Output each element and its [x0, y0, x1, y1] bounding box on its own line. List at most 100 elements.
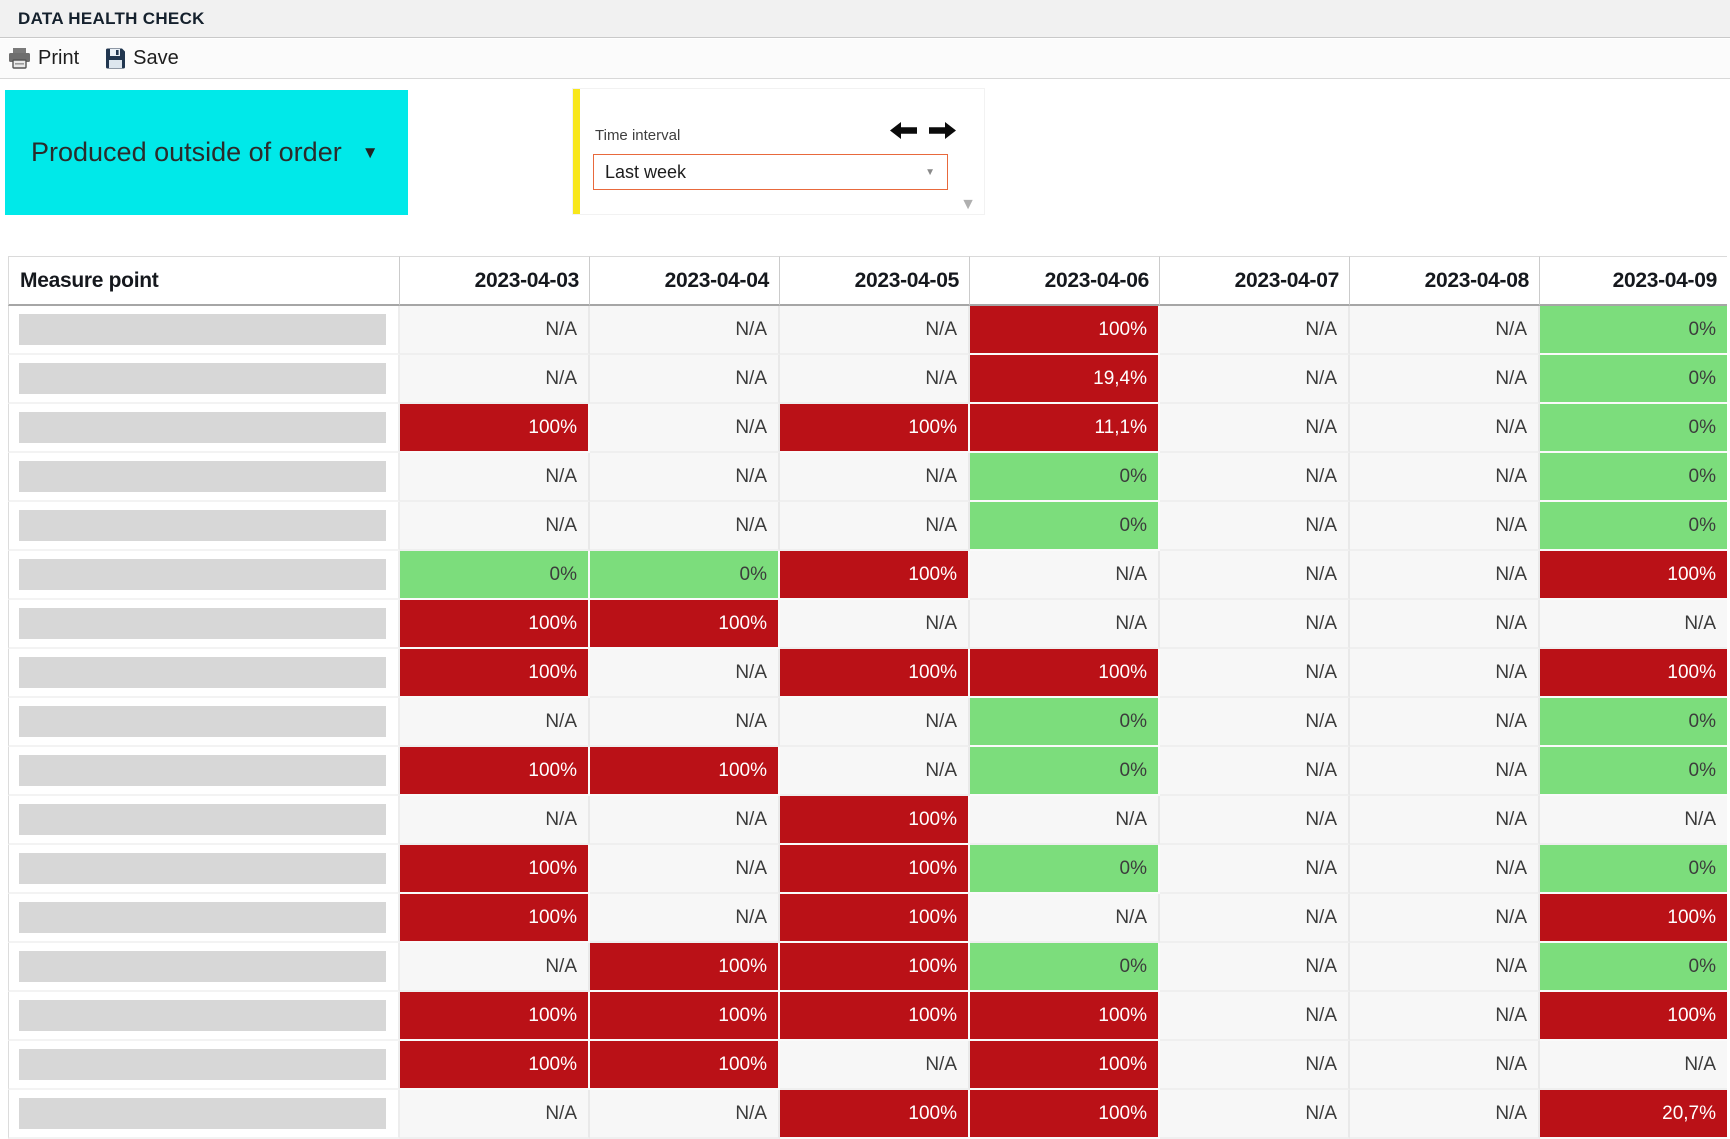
value-cell[interactable]: N/A — [400, 453, 590, 502]
value-cell[interactable]: 0% — [1540, 698, 1727, 747]
value-cell[interactable]: N/A — [780, 600, 970, 649]
next-interval-button[interactable] — [929, 122, 956, 144]
measure-point-cell[interactable] — [8, 698, 400, 747]
value-cell[interactable]: 100% — [400, 992, 590, 1041]
measure-dropdown[interactable]: Produced outside of order ▼ — [5, 90, 408, 215]
measure-point-cell[interactable] — [8, 747, 400, 796]
value-cell[interactable]: N/A — [1160, 747, 1350, 796]
value-cell[interactable]: 100% — [590, 600, 780, 649]
value-cell[interactable]: N/A — [1350, 649, 1540, 698]
value-cell[interactable]: N/A — [780, 306, 970, 355]
value-cell[interactable]: N/A — [1160, 306, 1350, 355]
value-cell[interactable]: 100% — [590, 1041, 780, 1090]
value-cell[interactable]: 100% — [780, 992, 970, 1041]
date-column-header[interactable]: 2023-04-07 — [1160, 256, 1350, 306]
measure-point-cell[interactable] — [8, 306, 400, 355]
value-cell[interactable]: N/A — [400, 306, 590, 355]
measure-point-cell[interactable] — [8, 355, 400, 404]
value-cell[interactable]: 100% — [400, 747, 590, 796]
value-cell[interactable]: 100% — [400, 1041, 590, 1090]
value-cell[interactable]: N/A — [1540, 600, 1727, 649]
value-cell[interactable]: 0% — [970, 502, 1160, 551]
value-cell[interactable]: 0% — [1540, 502, 1727, 551]
measure-point-cell[interactable] — [8, 551, 400, 600]
measure-point-cell[interactable] — [8, 992, 400, 1041]
measure-point-cell[interactable] — [8, 845, 400, 894]
value-cell[interactable]: N/A — [1540, 796, 1727, 845]
value-cell[interactable]: N/A — [1350, 600, 1540, 649]
value-cell[interactable]: N/A — [590, 404, 780, 453]
value-cell[interactable]: N/A — [1350, 894, 1540, 943]
value-cell[interactable]: N/A — [1160, 404, 1350, 453]
value-cell[interactable]: 100% — [970, 649, 1160, 698]
value-cell[interactable]: N/A — [1540, 1041, 1727, 1090]
value-cell[interactable]: 100% — [780, 894, 970, 943]
value-cell[interactable]: N/A — [1350, 796, 1540, 845]
value-cell[interactable]: N/A — [780, 453, 970, 502]
value-cell[interactable]: N/A — [590, 306, 780, 355]
value-cell[interactable]: N/A — [970, 600, 1160, 649]
value-cell[interactable]: 0% — [400, 551, 590, 600]
value-cell[interactable]: 100% — [780, 845, 970, 894]
value-cell[interactable]: N/A — [1160, 600, 1350, 649]
value-cell[interactable]: N/A — [1350, 992, 1540, 1041]
value-cell[interactable]: N/A — [780, 747, 970, 796]
value-cell[interactable]: N/A — [1160, 1041, 1350, 1090]
value-cell[interactable]: N/A — [1160, 355, 1350, 404]
value-cell[interactable]: N/A — [1350, 502, 1540, 551]
value-cell[interactable]: 0% — [970, 453, 1160, 502]
value-cell[interactable]: 0% — [970, 698, 1160, 747]
save-button[interactable]: Save — [105, 47, 179, 70]
value-cell[interactable]: N/A — [1160, 453, 1350, 502]
print-button[interactable]: Print — [8, 47, 79, 70]
value-cell[interactable]: N/A — [970, 894, 1160, 943]
value-cell[interactable]: 20,7% — [1540, 1090, 1727, 1139]
value-cell[interactable]: N/A — [780, 698, 970, 747]
value-cell[interactable]: 0% — [970, 747, 1160, 796]
value-cell[interactable]: 100% — [400, 894, 590, 943]
measure-point-cell[interactable] — [8, 453, 400, 502]
value-cell[interactable]: 100% — [780, 1090, 970, 1139]
value-cell[interactable]: N/A — [1160, 1090, 1350, 1139]
value-cell[interactable]: 100% — [590, 747, 780, 796]
measure-point-cell[interactable] — [8, 1041, 400, 1090]
value-cell[interactable]: N/A — [590, 502, 780, 551]
value-cell[interactable]: N/A — [1160, 698, 1350, 747]
value-cell[interactable]: N/A — [1350, 404, 1540, 453]
value-cell[interactable]: 0% — [1540, 943, 1727, 992]
value-cell[interactable]: 100% — [780, 796, 970, 845]
value-cell[interactable]: N/A — [590, 649, 780, 698]
measure-point-cell[interactable] — [8, 943, 400, 992]
value-cell[interactable]: 100% — [1540, 992, 1727, 1041]
value-cell[interactable]: 11,1% — [970, 404, 1160, 453]
value-cell[interactable]: 0% — [1540, 453, 1727, 502]
date-column-header[interactable]: 2023-04-03 — [400, 256, 590, 306]
value-cell[interactable]: N/A — [590, 698, 780, 747]
value-cell[interactable]: 0% — [1540, 306, 1727, 355]
value-cell[interactable]: N/A — [1160, 845, 1350, 894]
value-cell[interactable]: 100% — [1540, 649, 1727, 698]
value-cell[interactable]: N/A — [400, 502, 590, 551]
value-cell[interactable]: N/A — [780, 502, 970, 551]
value-cell[interactable]: 100% — [970, 1041, 1160, 1090]
value-cell[interactable]: N/A — [780, 1041, 970, 1090]
value-cell[interactable]: 100% — [970, 306, 1160, 355]
measure-point-cell[interactable] — [8, 502, 400, 551]
value-cell[interactable]: 100% — [400, 649, 590, 698]
value-cell[interactable]: 100% — [780, 943, 970, 992]
value-cell[interactable]: N/A — [1160, 943, 1350, 992]
time-interval-select[interactable]: Last week ▼ — [593, 154, 948, 190]
value-cell[interactable]: N/A — [780, 355, 970, 404]
value-cell[interactable]: 0% — [970, 943, 1160, 992]
value-cell[interactable]: N/A — [1160, 551, 1350, 600]
previous-interval-button[interactable] — [890, 122, 917, 144]
value-cell[interactable]: 100% — [780, 404, 970, 453]
value-cell[interactable]: 100% — [590, 992, 780, 1041]
date-column-header[interactable]: 2023-04-04 — [590, 256, 780, 306]
value-cell[interactable]: N/A — [1350, 306, 1540, 355]
value-cell[interactable]: N/A — [1350, 943, 1540, 992]
measure-point-cell[interactable] — [8, 600, 400, 649]
date-column-header[interactable]: 2023-04-06 — [970, 256, 1160, 306]
value-cell[interactable]: N/A — [1350, 453, 1540, 502]
value-cell[interactable]: N/A — [1160, 502, 1350, 551]
